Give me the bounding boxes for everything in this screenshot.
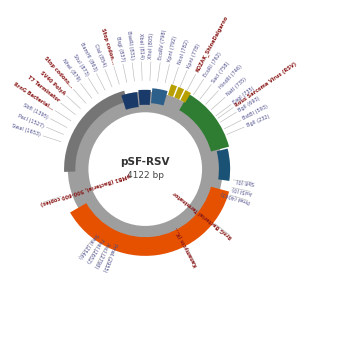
Text: pMB1 (Bacterial, 500-600 copies): pMB1 (Bacterial, 500-600 copies): [40, 172, 131, 206]
Text: PacI (1527): PacI (1527): [17, 113, 45, 129]
Wedge shape: [138, 90, 151, 105]
Text: T7 Terminator: T7 Terminator: [26, 75, 60, 103]
Text: NheI (879): NheI (879): [61, 58, 81, 83]
Text: EagI (735): EagI (735): [232, 86, 255, 105]
Wedge shape: [70, 187, 229, 256]
Text: HindIII (746): HindIII (746): [218, 64, 243, 90]
Text: SbfI (1395): SbfI (1395): [22, 102, 49, 120]
Wedge shape: [64, 91, 127, 172]
Text: NcoI (782): NcoI (782): [177, 39, 190, 65]
Text: Stop codons...: Stop codons...: [43, 55, 73, 89]
Text: 4122 bp: 4122 bp: [127, 171, 164, 180]
Text: EcoRI (762): EcoRI (762): [203, 51, 223, 78]
Text: KpnI (792): KpnI (792): [168, 36, 178, 62]
Text: NatI (735): NatI (735): [225, 77, 247, 97]
Text: BseRI (831): BseRI (831): [126, 31, 134, 60]
Text: SV40 PolyA: SV40 PolyA: [39, 70, 66, 96]
Text: XhoI (805): XhoI (805): [149, 33, 155, 59]
Text: FseI (2652): FseI (2652): [85, 237, 104, 264]
Text: RrnG Bacterial...: RrnG Bacterial...: [12, 82, 54, 111]
Text: SacI (758): SacI (758): [211, 61, 230, 84]
Text: BsgI (837): BsgI (837): [115, 36, 125, 62]
Text: ClaI (854): ClaI (854): [93, 44, 106, 68]
Wedge shape: [151, 88, 168, 105]
Text: BamHI (863): BamHI (863): [79, 42, 97, 72]
Wedge shape: [121, 92, 139, 110]
Text: Stop codon...: Stop codon...: [100, 27, 116, 64]
Text: XbaI (814): XbaI (814): [138, 33, 144, 59]
Text: AscI (2798): AscI (2798): [93, 241, 110, 268]
Text: RrnG Bacterial Terminator: RrnG Bacterial Terminator: [172, 190, 234, 239]
Text: SwaI (1653): SwaI (1653): [11, 123, 41, 138]
Text: StuI (873): StuI (873): [72, 53, 89, 77]
Text: SwaI (2546): SwaI (2546): [77, 232, 99, 258]
Wedge shape: [180, 90, 191, 103]
Text: PmeI (4063): PmeI (4063): [221, 190, 251, 204]
Text: AsiSI (0): AsiSI (0): [232, 185, 254, 194]
Wedge shape: [174, 87, 184, 99]
Wedge shape: [179, 94, 229, 152]
Text: KpnI (778): KpnI (778): [186, 43, 201, 69]
Wedge shape: [217, 149, 230, 181]
Text: BstBI (593): BstBI (593): [242, 104, 269, 121]
Text: BglI (232): BglI (232): [246, 114, 270, 129]
Wedge shape: [168, 84, 177, 97]
Wedge shape: [68, 92, 223, 247]
Text: PmeI (2955): PmeI (2955): [102, 242, 118, 272]
Text: EcoRV (798): EcoRV (798): [158, 30, 167, 60]
Text: Rous Sarcoma Virus (RSV): Rous Sarcoma Virus (RSV): [234, 62, 298, 108]
Text: KOZAK_ShineDalgarno: KOZAK_ShineDalgarno: [194, 15, 229, 73]
Text: SbfI (0): SbfI (0): [236, 178, 255, 185]
Text: BglI (693): BglI (693): [237, 96, 261, 113]
Text: Kanamycin (K...: Kanamycin (K...: [174, 226, 199, 267]
Text: pSF-RSV: pSF-RSV: [120, 157, 170, 167]
